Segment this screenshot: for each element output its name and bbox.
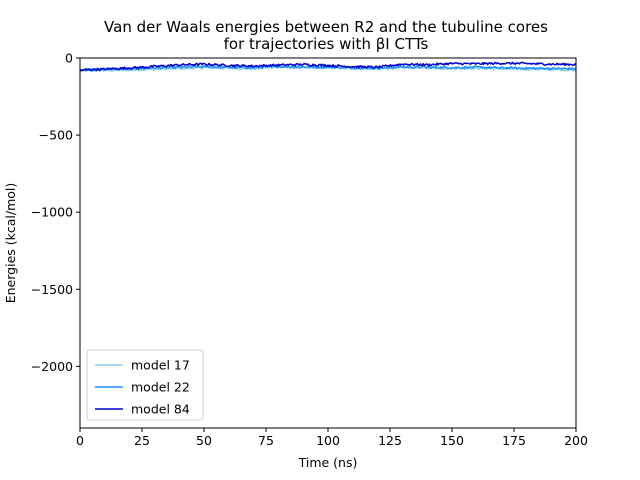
chart-subtitle: for trajectories with βI CTTs [224, 35, 429, 53]
x-tick-label: 175 [502, 433, 526, 448]
y-tick-label: 0 [65, 51, 73, 66]
x-tick-label: 125 [378, 433, 402, 448]
legend-label: model 84 [131, 402, 190, 417]
x-tick-label: 150 [440, 433, 464, 448]
legend-label: model 17 [131, 358, 190, 373]
x-tick-label: 0 [76, 433, 84, 448]
x-axis-ticks: 0 25 50 75 100 125 150 175 200 [76, 428, 588, 448]
legend-box [86, 349, 204, 421]
y-tick-label: −1500 [31, 282, 73, 297]
legend: model 17 model 22 model 84 [86, 349, 204, 421]
x-tick-label: 200 [564, 433, 588, 448]
series-layer [79, 61, 577, 73]
y-axis-label: Energies (kcal/mol) [3, 183, 18, 304]
x-tick-label: 75 [258, 433, 274, 448]
x-tick-label: 100 [316, 433, 340, 448]
y-axis-ticks: 0 −500 −1000 −1500 −2000 [31, 51, 80, 374]
series-line-2 [79, 64, 577, 72]
y-tick-label: −2000 [31, 359, 73, 374]
y-tick-label: −1000 [31, 205, 73, 220]
series-line-3 [79, 61, 577, 72]
legend-label: model 22 [131, 380, 190, 395]
x-tick-label: 50 [196, 433, 212, 448]
x-axis-label: Time (ns) [298, 455, 358, 470]
chart-title: Van der Waals energies between R2 and th… [104, 18, 548, 36]
y-tick-label: −500 [39, 128, 73, 143]
x-tick-label: 25 [134, 433, 150, 448]
